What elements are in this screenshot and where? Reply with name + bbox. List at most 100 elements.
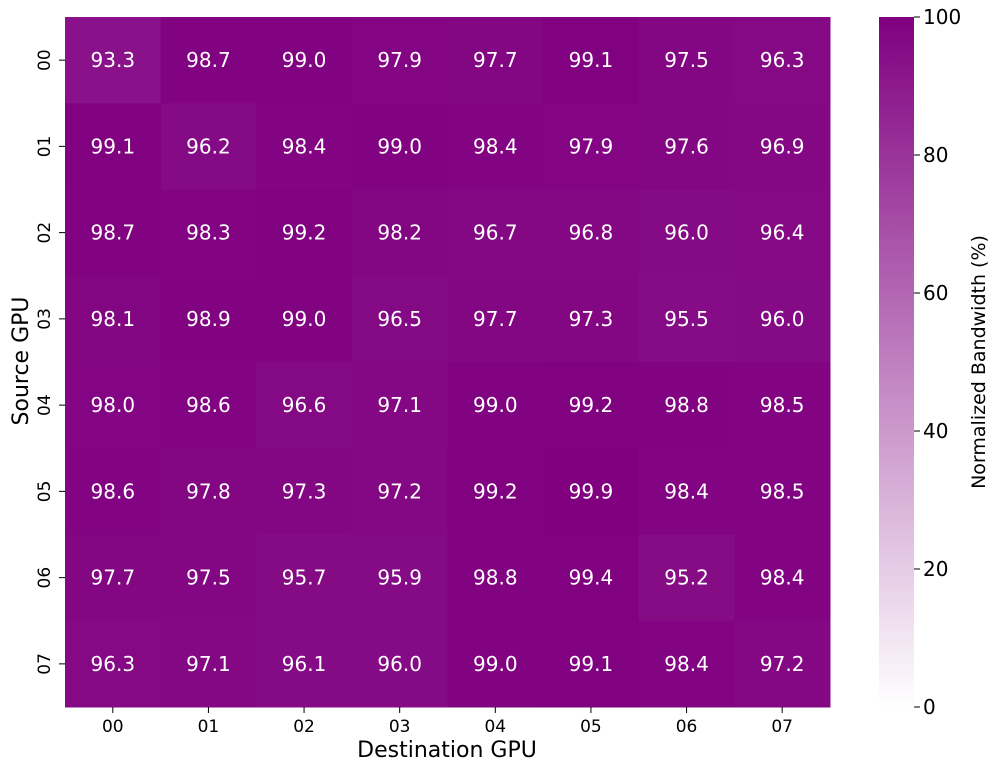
cell-value-label: 95.2 — [664, 566, 709, 590]
cell-value-label: 98.0 — [91, 393, 136, 417]
cell-value-label: 96.1 — [282, 652, 327, 676]
cell-value-label: 99.1 — [569, 48, 614, 72]
x-axis-ticks: 00 01 02 03 04 05 06 07 — [102, 707, 793, 737]
heatmap-cell — [256, 362, 353, 449]
heatmap-cell — [256, 275, 353, 363]
cell-value-label: 96.4 — [760, 221, 805, 245]
cell-value-label: 98.7 — [91, 221, 136, 245]
cell-value-label: 99.0 — [377, 134, 422, 158]
cell-value-label: 97.3 — [282, 479, 327, 503]
cell-value-label: 98.4 — [664, 479, 709, 503]
heatmap-cell — [638, 103, 735, 190]
heatmap-cell-labels: 93.3 98.7 99.0 97.9 97.7 99.1 97.5 96.3 99.1 96.2… — [91, 48, 805, 676]
x-tick-label: 04 — [484, 717, 506, 737]
cell-value-label: 98.4 — [282, 134, 327, 158]
heatmap-cell — [543, 620, 640, 708]
colorbar-tick-label: 40 — [923, 419, 948, 443]
cell-value-label: 96.0 — [760, 307, 805, 331]
heatmap-cell — [256, 448, 353, 535]
y-tick-label: 00 — [35, 49, 55, 71]
heatmap-cell — [160, 17, 257, 104]
cell-value-label: 98.4 — [664, 652, 709, 676]
heatmap-cell — [638, 534, 735, 622]
cell-value-label: 99.4 — [569, 566, 614, 590]
heatmap-cell — [351, 189, 448, 277]
cell-value-label: 98.3 — [186, 221, 231, 245]
x-tick-label: 02 — [293, 717, 315, 737]
heatmap-cell — [351, 448, 448, 535]
y-tick-label: 05 — [35, 481, 55, 503]
heatmap-cell — [351, 103, 448, 190]
heatmap-cell — [351, 275, 448, 363]
heatmap-cell — [256, 534, 353, 622]
cell-value-label: 96.8 — [569, 221, 614, 245]
colorbar: 0 20 40 60 80 100 Normalized Bandwidth (%) — [879, 5, 990, 719]
cell-value-label: 97.5 — [664, 48, 709, 72]
cell-value-label: 98.4 — [473, 134, 518, 158]
cell-value-label: 99.0 — [473, 393, 518, 417]
heatmap-cell — [65, 362, 162, 449]
heatmap-cell — [447, 275, 544, 363]
x-tick-label: 06 — [676, 717, 698, 737]
cell-value-label: 98.6 — [186, 393, 231, 417]
y-tick-label: 03 — [35, 308, 55, 330]
cell-value-label: 98.6 — [91, 479, 136, 503]
cell-value-label: 97.5 — [186, 566, 231, 590]
colorbar-tick-label: 60 — [923, 281, 948, 305]
x-tick-label: 03 — [389, 717, 411, 737]
cell-value-label: 98.7 — [186, 48, 231, 72]
heatmap-cell — [734, 534, 831, 622]
cell-value-label: 98.1 — [91, 307, 136, 331]
heatmap-cell — [638, 275, 735, 363]
heatmap-cell — [447, 189, 544, 277]
cell-value-label: 97.2 — [377, 479, 422, 503]
heatmap-cell — [256, 17, 353, 104]
colorbar-tick-label: 100 — [923, 5, 961, 29]
heatmap-cell — [447, 448, 544, 535]
cell-value-label: 98.8 — [664, 393, 709, 417]
colorbar-tick-label: 0 — [923, 695, 936, 719]
cell-value-label: 97.3 — [569, 307, 614, 331]
cell-value-label: 99.0 — [473, 652, 518, 676]
heatmap-cell — [447, 534, 544, 622]
heatmap-cell — [65, 189, 162, 277]
heatmap-cell — [543, 448, 640, 535]
cell-value-label: 99.2 — [473, 479, 518, 503]
cell-value-label: 98.8 — [473, 566, 518, 590]
cell-value-label: 96.3 — [760, 48, 805, 72]
cell-value-label: 99.2 — [569, 393, 614, 417]
heatmap-cell — [447, 103, 544, 190]
cell-value-label: 93.3 — [91, 48, 136, 72]
heatmap-cell — [638, 189, 735, 277]
y-tick-label: 01 — [35, 136, 55, 158]
y-tick-label: 07 — [35, 653, 55, 675]
y-tick-label: 04 — [35, 394, 55, 416]
cell-value-label: 95.9 — [377, 566, 422, 590]
heatmap-cell — [734, 103, 831, 190]
y-axis-ticks: 00 01 02 03 04 05 06 07 — [35, 49, 65, 675]
heatmap-cell — [160, 448, 257, 535]
heatmap-cell — [734, 362, 831, 449]
heatmap-cell — [351, 362, 448, 449]
heatmap-cell — [638, 17, 735, 104]
x-tick-label: 05 — [580, 717, 602, 737]
cell-value-label: 97.8 — [186, 479, 231, 503]
heatmap-cell — [351, 620, 448, 708]
colorbar-tick-label: 20 — [923, 557, 948, 581]
colorbar-title: Normalized Bandwidth (%) — [968, 235, 990, 489]
x-axis-title: Destination GPU — [357, 738, 537, 763]
cell-value-label: 96.0 — [377, 652, 422, 676]
cell-value-label: 95.5 — [664, 307, 709, 331]
cell-value-label: 96.2 — [186, 134, 231, 158]
heatmap-cell — [638, 362, 735, 449]
cell-value-label: 99.2 — [282, 221, 327, 245]
x-tick-label: 07 — [771, 717, 793, 737]
heatmap-cell — [256, 620, 353, 708]
heatmap-cell — [160, 362, 257, 449]
y-tick-label: 02 — [35, 222, 55, 244]
cell-value-label: 97.1 — [186, 652, 231, 676]
heatmap-cell — [65, 103, 162, 190]
heatmap-cell — [351, 17, 448, 104]
heatmap-cell — [447, 362, 544, 449]
